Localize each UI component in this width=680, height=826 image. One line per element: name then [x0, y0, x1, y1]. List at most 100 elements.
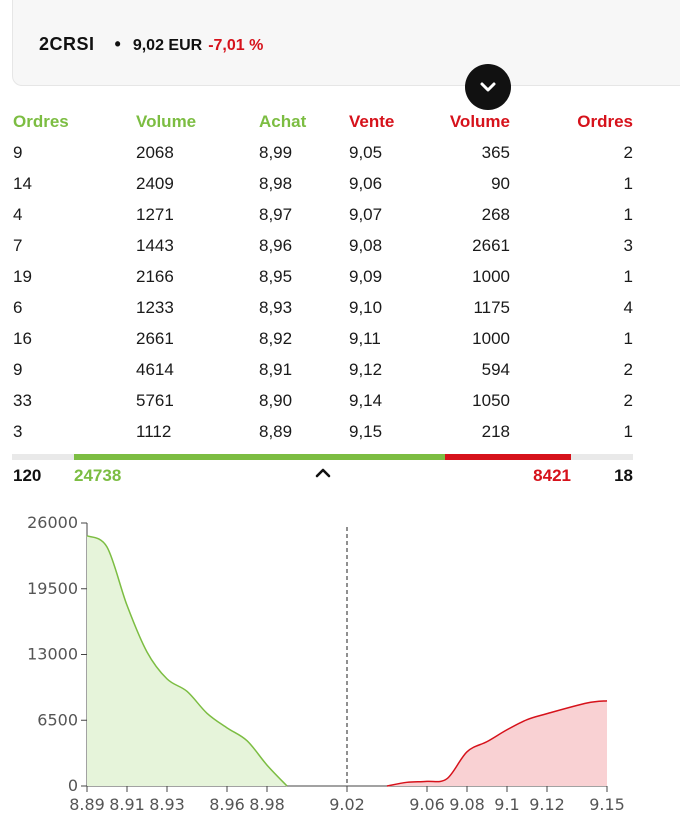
- cell-orders-bid: 3: [13, 422, 23, 441]
- order-book-row: 14 2409 8,98 9,06 90 1: [0, 168, 680, 199]
- x-tick-label: 9.06: [409, 795, 445, 814]
- collapse-toggle-button[interactable]: [465, 64, 511, 110]
- cell-orders-bid: 33: [13, 391, 32, 410]
- ticker-symbol: 2CRSI: [39, 34, 95, 54]
- total-volume-ask: 8421: [533, 466, 571, 485]
- cell-volume-ask: 1050: [472, 391, 510, 410]
- cell-orders-ask: 3: [623, 236, 633, 255]
- order-book-row: 6 1233 8,93 9,10 1175 4: [0, 292, 680, 323]
- cell-orders-ask: 2: [623, 360, 633, 379]
- cell-ask-price: 9,08: [349, 236, 383, 255]
- bid-depth-area: [87, 535, 287, 786]
- price-change: -7,01 %: [208, 37, 264, 54]
- x-tick-label: 8.96: [209, 795, 245, 814]
- order-book-header: Ordres Volume Achat Vente Volume Ordres: [0, 106, 680, 137]
- cell-ask-price: 9,05: [349, 143, 383, 162]
- order-book-row: 4 1271 8,97 9,07 268 1: [0, 199, 680, 230]
- collapse-depth-button[interactable]: [312, 462, 334, 484]
- cell-orders-ask: 1: [623, 267, 633, 286]
- x-tick-label: 8.91: [109, 795, 145, 814]
- cell-volume-bid: 4614: [136, 360, 174, 379]
- x-tick-label: 8.98: [249, 795, 285, 814]
- cell-volume-ask: 594: [481, 360, 510, 379]
- cell-volume-bid: 1112: [136, 422, 172, 441]
- cell-volume-bid: 1233: [136, 298, 174, 317]
- order-book-row: 9 4614 8,91 9,12 594 2: [0, 354, 680, 385]
- y-tick-label: 0: [68, 776, 78, 795]
- order-book-row: 19 2166 8,95 9,09 1000 1: [0, 261, 680, 292]
- cell-volume-bid: 2409: [136, 174, 174, 193]
- cell-volume-ask: 1000: [472, 329, 510, 348]
- stock-header-card: 2CRSI • 9,02 EUR -7,01 %: [12, 0, 680, 86]
- header-ask: Vente: [349, 112, 395, 131]
- cell-volume-bid: 2166: [136, 267, 174, 286]
- cell-ask-price: 9,09: [349, 267, 383, 286]
- cell-bid-price: 8,95: [259, 267, 293, 286]
- cell-orders-ask: 1: [623, 205, 633, 224]
- header-volume-ask: Volume: [449, 112, 510, 131]
- header-orders-ask: Ordres: [577, 112, 633, 131]
- cell-ask-price: 9,12: [349, 360, 383, 379]
- cell-bid-price: 8,89: [259, 422, 293, 441]
- cell-orders-bid: 6: [13, 298, 23, 317]
- cell-volume-bid: 5761: [136, 391, 174, 410]
- cell-ask-price: 9,07: [349, 205, 383, 224]
- cell-volume-bid: 2661: [136, 329, 174, 348]
- cell-orders-ask: 1: [623, 174, 633, 193]
- cell-bid-price: 8,92: [259, 329, 293, 348]
- order-book-row: 9 2068 8,99 9,05 365 2: [0, 137, 680, 168]
- order-book-totals: 120 24738 8421 18: [0, 462, 680, 490]
- order-book-row: 3 1112 8,89 9,15 218 1: [0, 416, 680, 447]
- cell-bid-price: 8,93: [259, 298, 293, 317]
- order-book-row: 33 5761 8,90 9,14 1050 2: [0, 385, 680, 416]
- cell-orders-bid: 16: [13, 329, 32, 348]
- cell-ask-price: 9,06: [349, 174, 383, 193]
- cell-volume-bid: 1443: [136, 236, 174, 255]
- cell-volume-ask: 1175: [473, 298, 510, 317]
- y-tick-label: 13000: [27, 645, 78, 664]
- last-price: 9,02 EUR: [132, 37, 203, 54]
- cell-orders-bid: 4: [13, 205, 23, 224]
- bid-volume-bar: [74, 454, 445, 460]
- cell-bid-price: 8,90: [259, 391, 293, 410]
- x-tick-label: 9.08: [449, 795, 485, 814]
- cell-ask-price: 9,11: [349, 329, 381, 348]
- cell-orders-bid: 7: [13, 236, 23, 255]
- cell-volume-bid: 1271: [136, 205, 174, 224]
- cell-bid-price: 8,99: [259, 143, 293, 162]
- cell-orders-bid: 19: [13, 267, 32, 286]
- cell-volume-ask: 1000: [472, 267, 510, 286]
- bid-depth-line: [86, 535, 288, 787]
- x-tick-label: 9.1: [494, 795, 519, 814]
- total-volume-bid: 24738: [74, 466, 122, 485]
- cell-orders-ask: 1: [623, 422, 633, 441]
- cell-bid-price: 8,97: [259, 205, 293, 224]
- total-orders-bid: 120: [13, 466, 42, 485]
- total-orders-ask: 18: [614, 466, 633, 485]
- order-book-row: 16 2661 8,92 9,11 1000 1: [0, 323, 680, 354]
- separator-dot: •: [114, 34, 121, 54]
- header-orders-bid: Ordres: [13, 112, 69, 131]
- cell-orders-bid: 14: [13, 174, 32, 193]
- cell-orders-ask: 2: [623, 391, 633, 410]
- ask-depth-line: [386, 700, 608, 787]
- cell-orders-ask: 4: [623, 298, 633, 317]
- cell-bid-price: 8,91: [259, 360, 293, 379]
- cell-orders-ask: 2: [623, 143, 633, 162]
- y-tick-label: 19500: [27, 579, 78, 598]
- x-tick-label: 8.93: [149, 795, 185, 814]
- y-tick-label: 26000: [27, 513, 78, 532]
- y-tick-label: 6500: [37, 710, 78, 729]
- cell-volume-ask: 218: [481, 422, 510, 441]
- cell-ask-price: 9,15: [349, 422, 383, 441]
- chevron-down-icon: [480, 82, 496, 92]
- order-book-row: 7 1443 8,96 9,08 2661 3: [0, 230, 680, 261]
- cell-bid-price: 8,96: [259, 236, 293, 255]
- header-volume-bid: Volume: [136, 112, 197, 131]
- market-depth-chart: 0 6500 13000 19500 26000 8.89 8.91 8.93 8.96 8.98…: [27, 513, 625, 814]
- cell-ask-price: 9,10: [349, 298, 383, 317]
- cell-bid-price: 8,98: [259, 174, 293, 193]
- ask-depth-area: [387, 700, 607, 786]
- header-bid: Achat: [259, 112, 307, 131]
- ask-volume-bar: [445, 454, 571, 460]
